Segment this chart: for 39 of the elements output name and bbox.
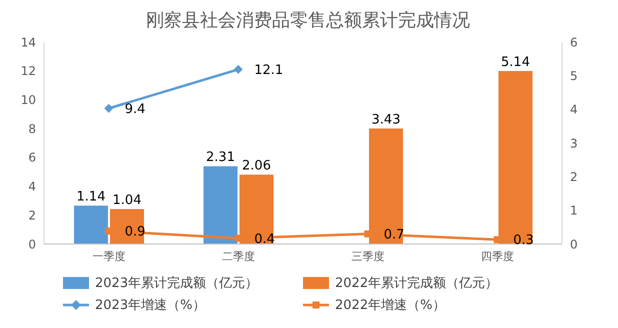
y2-tick-label: 4 — [570, 102, 578, 117]
legend-label: 2023年累计完成额（亿元） — [95, 275, 258, 292]
legend-label: 2022年累计完成额（亿元） — [335, 275, 498, 292]
y-tick-label: 12 — [20, 64, 36, 78]
y-tick-label: 14 — [20, 35, 36, 50]
data-label: 9.4 — [124, 102, 146, 117]
x-tick-label: 二季度 — [222, 250, 255, 263]
data-label: 0.9 — [124, 224, 146, 240]
y-tick-label: 10 — [20, 92, 36, 107]
y2-tick-label: 2 — [570, 170, 578, 184]
legend-label: 2023年增速（%） — [95, 297, 206, 314]
y-tick-label: 0 — [28, 237, 36, 252]
data-label: 5.14 — [501, 54, 530, 70]
data-label: 0.7 — [384, 227, 404, 242]
y-tick-label: 8 — [28, 122, 36, 136]
legend-label: 2022年增速（%） — [335, 297, 446, 314]
y2-tick-label: 3 — [570, 136, 578, 150]
point — [234, 64, 243, 74]
y2-tick-label: 6 — [570, 35, 578, 50]
chart-title: 刚察县社会消费品零售总额累计完成情况 — [145, 9, 471, 32]
data-label: 2.31 — [206, 150, 235, 166]
x-tick-label: 三季度 — [351, 250, 384, 263]
point — [104, 104, 114, 113]
x-tick-label: 一季度 — [92, 250, 126, 263]
bar — [74, 206, 108, 244]
bar — [204, 166, 238, 244]
x-tick-label: 四季度 — [480, 250, 514, 263]
data-label: 12.1 — [254, 62, 284, 78]
y2-tick-label: 5 — [570, 68, 578, 83]
data-label: 1.14 — [76, 190, 106, 205]
y2-tick-label: 1 — [570, 204, 578, 218]
data-label: 1.04 — [112, 192, 142, 208]
data-label: 2.06 — [242, 158, 271, 174]
y-tick-label: 4 — [28, 180, 36, 194]
y-tick-label: 2 — [28, 208, 36, 222]
y2-tick-label: 0 — [570, 237, 578, 252]
y-tick-label: 6 — [28, 150, 36, 165]
data-label: 0.4 — [254, 232, 275, 247]
data-label: 3.43 — [372, 112, 400, 128]
